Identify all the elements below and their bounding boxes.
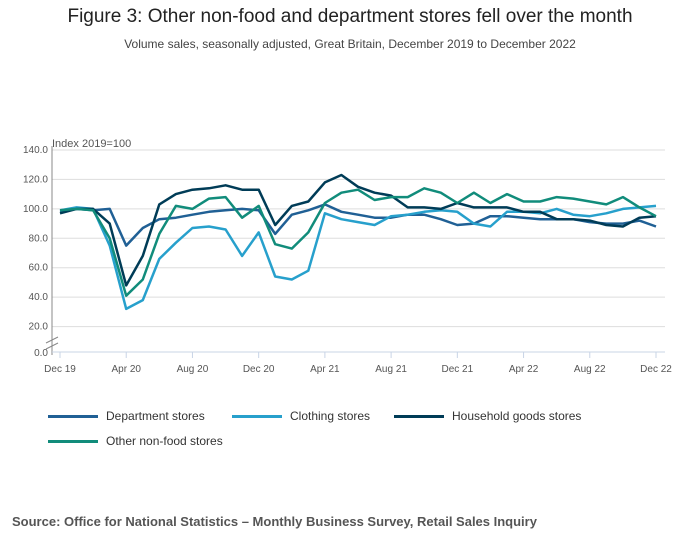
y-tick-label: 40.0 <box>29 292 49 303</box>
legend-swatch <box>48 439 98 443</box>
y-tick-label: 80.0 <box>29 233 49 244</box>
series-line-department-stores <box>59 203 657 247</box>
y-tick-label: 120.0 <box>23 174 48 185</box>
legend-label: Household goods stores <box>452 409 582 423</box>
series-line-other-non-food-stores <box>59 187 657 297</box>
x-tick-label: Dec 22 <box>640 364 672 375</box>
x-tick-label: Aug 21 <box>375 364 407 375</box>
axis-break <box>45 342 59 350</box>
y-tick-label: 60.0 <box>29 263 49 274</box>
x-tick-label: Dec 20 <box>243 364 275 375</box>
legend-label: Clothing stores <box>290 409 371 423</box>
y-tick-label: 140.0 <box>23 145 48 156</box>
legend-swatch <box>394 414 444 418</box>
y-tick-label: 20.0 <box>29 322 49 333</box>
legend-label: Other non-food stores <box>106 434 223 448</box>
chart-title: Figure 3: Other non-food and department … <box>67 6 633 27</box>
chart-subtitle: Volume sales, seasonally adjusted, Great… <box>124 37 576 51</box>
y-tick-label: 0.0 <box>34 348 48 359</box>
y-axis-label: Index 2019=100 <box>52 138 131 150</box>
x-tick-label: Aug 22 <box>574 364 606 375</box>
legend-swatch <box>48 414 98 418</box>
x-tick-label: Apr 20 <box>111 364 141 375</box>
line-chart: Index 2019=100 0.0 20.0 40.0 60.0 80.0 100.0 1… <box>23 138 672 375</box>
y-tick-label: 100.0 <box>23 204 48 215</box>
x-tick-label: Aug 20 <box>177 364 209 375</box>
x-tick-label: Apr 22 <box>509 364 539 375</box>
x-tick-label: Apr 21 <box>310 364 340 375</box>
legend-label: Department stores <box>106 409 205 423</box>
series-line-clothing-stores <box>59 204 657 311</box>
legend-item-clothing[interactable]: Clothing stores <box>232 409 370 423</box>
x-tick-label: Dec 21 <box>441 364 473 375</box>
legend-item-other-non-food[interactable]: Other non-food stores <box>48 434 223 448</box>
legend-swatch <box>232 414 282 418</box>
legend-item-household[interactable]: Household goods stores <box>394 409 581 423</box>
series-line-household-goods-stores <box>59 173 657 287</box>
source-note: Source: Office for National Statistics –… <box>12 514 537 529</box>
x-tick-label: Dec 19 <box>44 364 76 375</box>
axis-break <box>45 336 59 344</box>
legend-item-department[interactable]: Department stores <box>48 409 205 423</box>
